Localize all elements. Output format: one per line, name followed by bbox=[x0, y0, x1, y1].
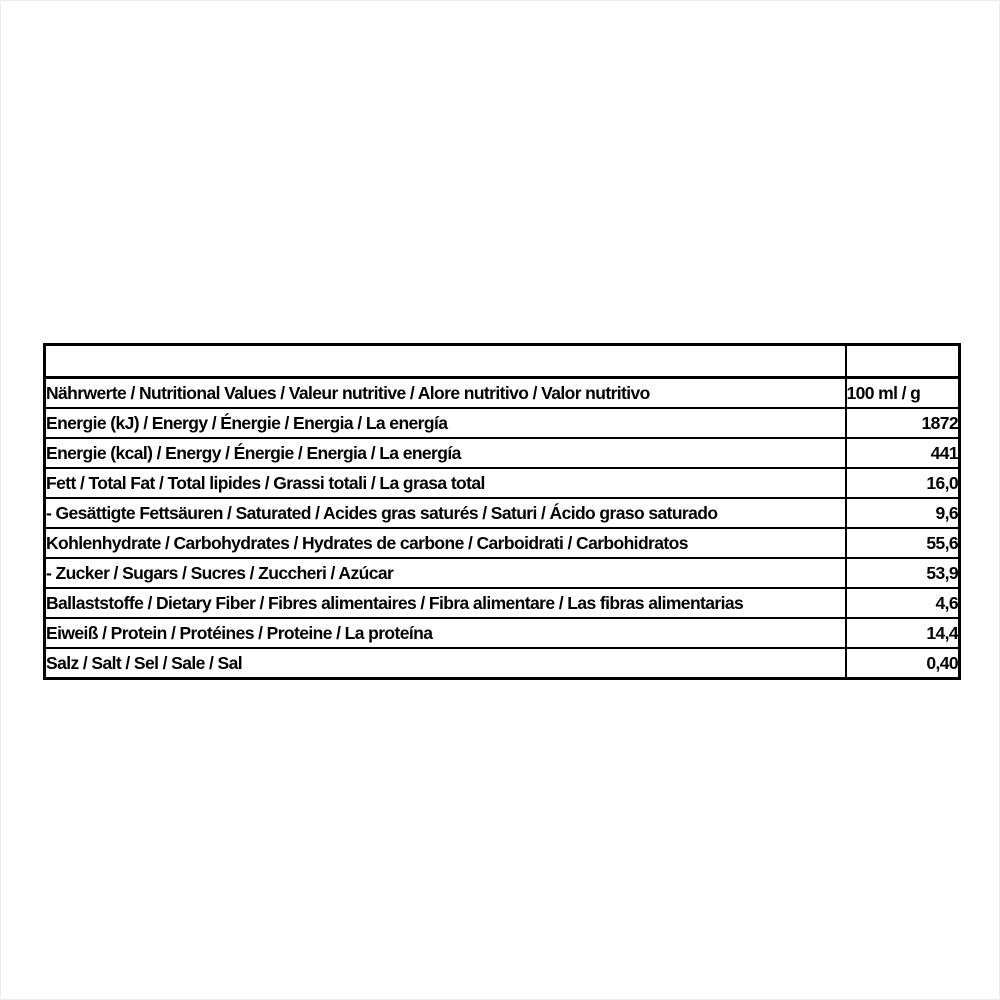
row-value: 53,9 bbox=[844, 557, 961, 589]
header-unit: 100 ml / g bbox=[844, 376, 961, 409]
row-label: Energie (kcal) / Energy / Énergie / Ener… bbox=[43, 437, 847, 469]
row-value: 55,6 bbox=[844, 527, 961, 559]
header-label: Nährwerte / Nutritional Values / Valeur … bbox=[43, 376, 847, 409]
row-label: Eiweiß / Protein / Protéines / Proteine … bbox=[43, 617, 847, 649]
empty-label-cell bbox=[43, 343, 847, 379]
table-row: Eiweiß / Protein / Protéines / Proteine … bbox=[43, 617, 961, 649]
table-row: Energie (kJ) / Energy / Énergie / Energi… bbox=[43, 407, 961, 439]
row-value: 16,0 bbox=[844, 467, 961, 499]
table-row: Kohlenhydrate / Carbohydrates / Hydrates… bbox=[43, 527, 961, 559]
table-row: Fett / Total Fat / Total lipides / Grass… bbox=[43, 467, 961, 499]
table-row: Ballaststoffe / Dietary Fiber / Fibres a… bbox=[43, 587, 961, 619]
table-row: Energie (kcal) / Energy / Énergie / Ener… bbox=[43, 437, 961, 469]
row-value: 0,40 bbox=[844, 647, 961, 680]
row-label: Energie (kJ) / Energy / Énergie / Energi… bbox=[43, 407, 847, 439]
table-row: Salz / Salt / Sel / Sale / Sal 0,40 bbox=[43, 647, 961, 680]
row-value: 441 bbox=[844, 437, 961, 469]
row-value: 9,6 bbox=[844, 497, 961, 529]
empty-value-cell bbox=[844, 343, 961, 379]
row-value: 14,4 bbox=[844, 617, 961, 649]
row-label: Salz / Salt / Sel / Sale / Sal bbox=[43, 647, 847, 680]
row-label: Kohlenhydrate / Carbohydrates / Hydrates… bbox=[43, 527, 847, 559]
row-label: Fett / Total Fat / Total lipides / Grass… bbox=[43, 467, 847, 499]
nutrition-table: Nährwerte / Nutritional Values / Valeur … bbox=[43, 343, 961, 680]
table-row: - Gesättigte Fettsäuren / Saturated / Ac… bbox=[43, 497, 961, 529]
row-value: 1872 bbox=[844, 407, 961, 439]
row-label: - Gesättigte Fettsäuren / Saturated / Ac… bbox=[43, 497, 847, 529]
row-label: - Zucker / Sugars / Sucres / Zuccheri / … bbox=[43, 557, 847, 589]
row-value: 4,6 bbox=[844, 587, 961, 619]
table-row: - Zucker / Sugars / Sucres / Zuccheri / … bbox=[43, 557, 961, 589]
table-header-row: Nährwerte / Nutritional Values / Valeur … bbox=[43, 376, 961, 409]
table-empty-row bbox=[43, 343, 961, 379]
row-label: Ballaststoffe / Dietary Fiber / Fibres a… bbox=[43, 587, 847, 619]
